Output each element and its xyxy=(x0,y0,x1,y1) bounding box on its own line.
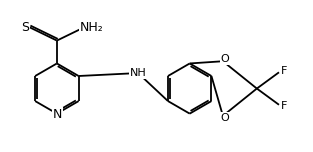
Text: N: N xyxy=(53,108,62,121)
Text: F: F xyxy=(281,66,287,76)
Text: O: O xyxy=(221,54,229,64)
Text: O: O xyxy=(221,113,229,123)
Text: S: S xyxy=(21,21,29,34)
Text: F: F xyxy=(281,101,287,111)
Text: NH: NH xyxy=(130,68,146,78)
Text: NH₂: NH₂ xyxy=(80,21,103,34)
